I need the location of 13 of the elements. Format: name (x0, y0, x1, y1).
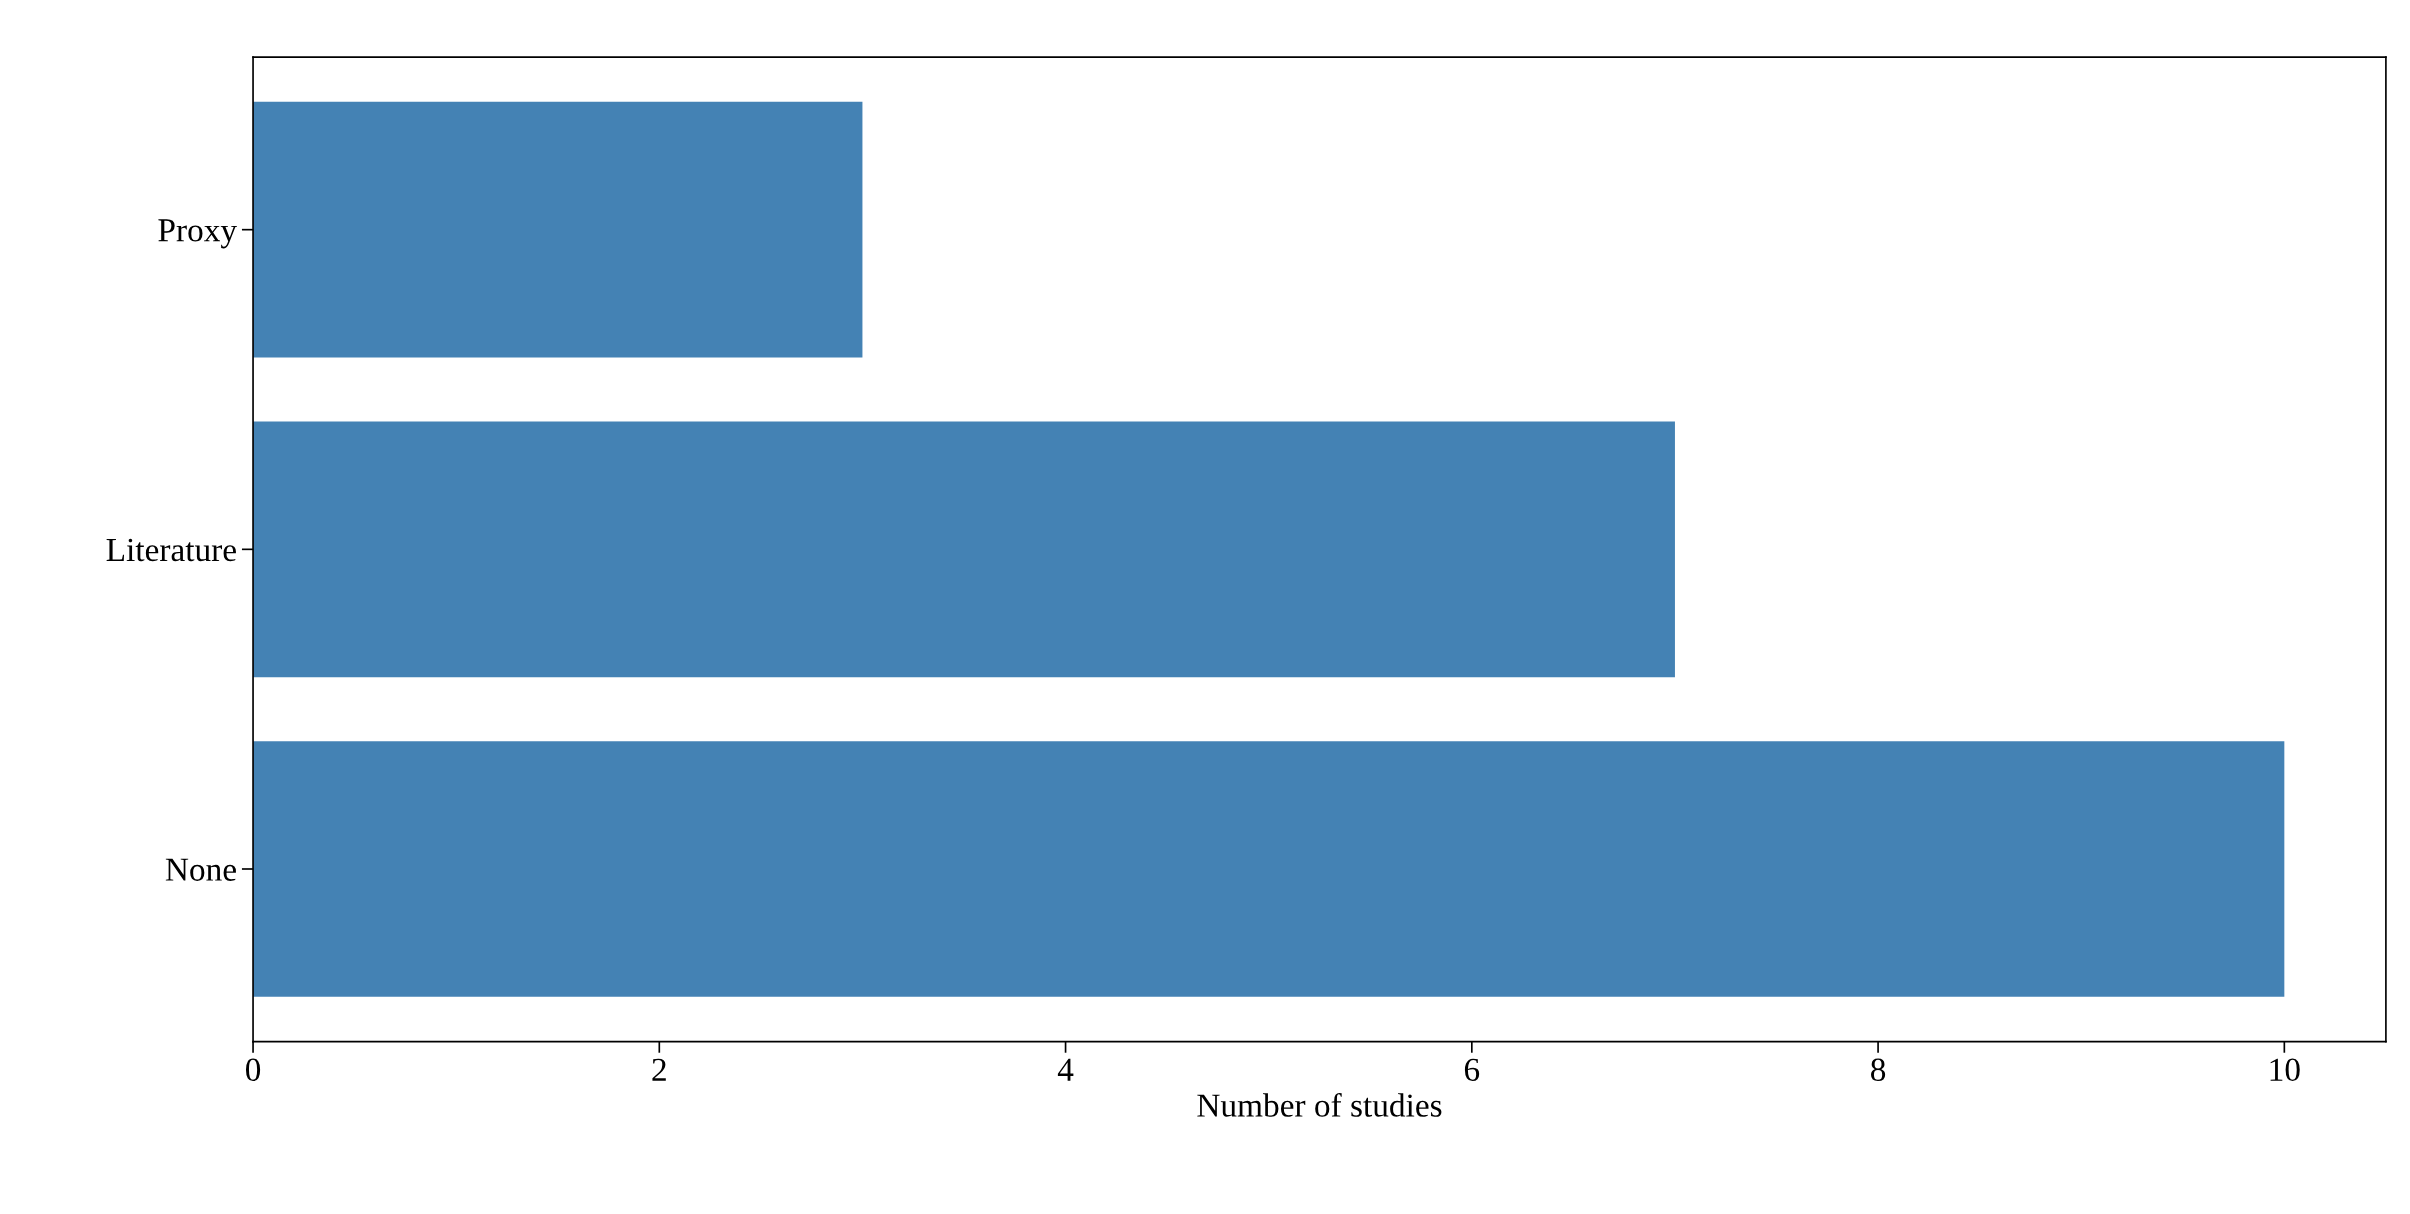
bar (253, 741, 2285, 997)
x-tick-label: 10 (2270, 1058, 2300, 1082)
bar (253, 421, 1675, 678)
y-tick-label: Literature (106, 538, 236, 562)
x-axis-title: Number of studies (1197, 1093, 1442, 1117)
x-tick-label: 8 (1871, 1058, 1886, 1082)
bar (253, 101, 863, 358)
y-tick-label: None (165, 858, 236, 881)
x-tick-label: 6 (1464, 1058, 1480, 1082)
y-tick-label: Proxy (158, 219, 237, 249)
x-tick-label: 4 (1057, 1058, 1074, 1081)
x-tick-label: 0 (245, 1058, 261, 1082)
x-tick-label: 2 (652, 1058, 666, 1081)
